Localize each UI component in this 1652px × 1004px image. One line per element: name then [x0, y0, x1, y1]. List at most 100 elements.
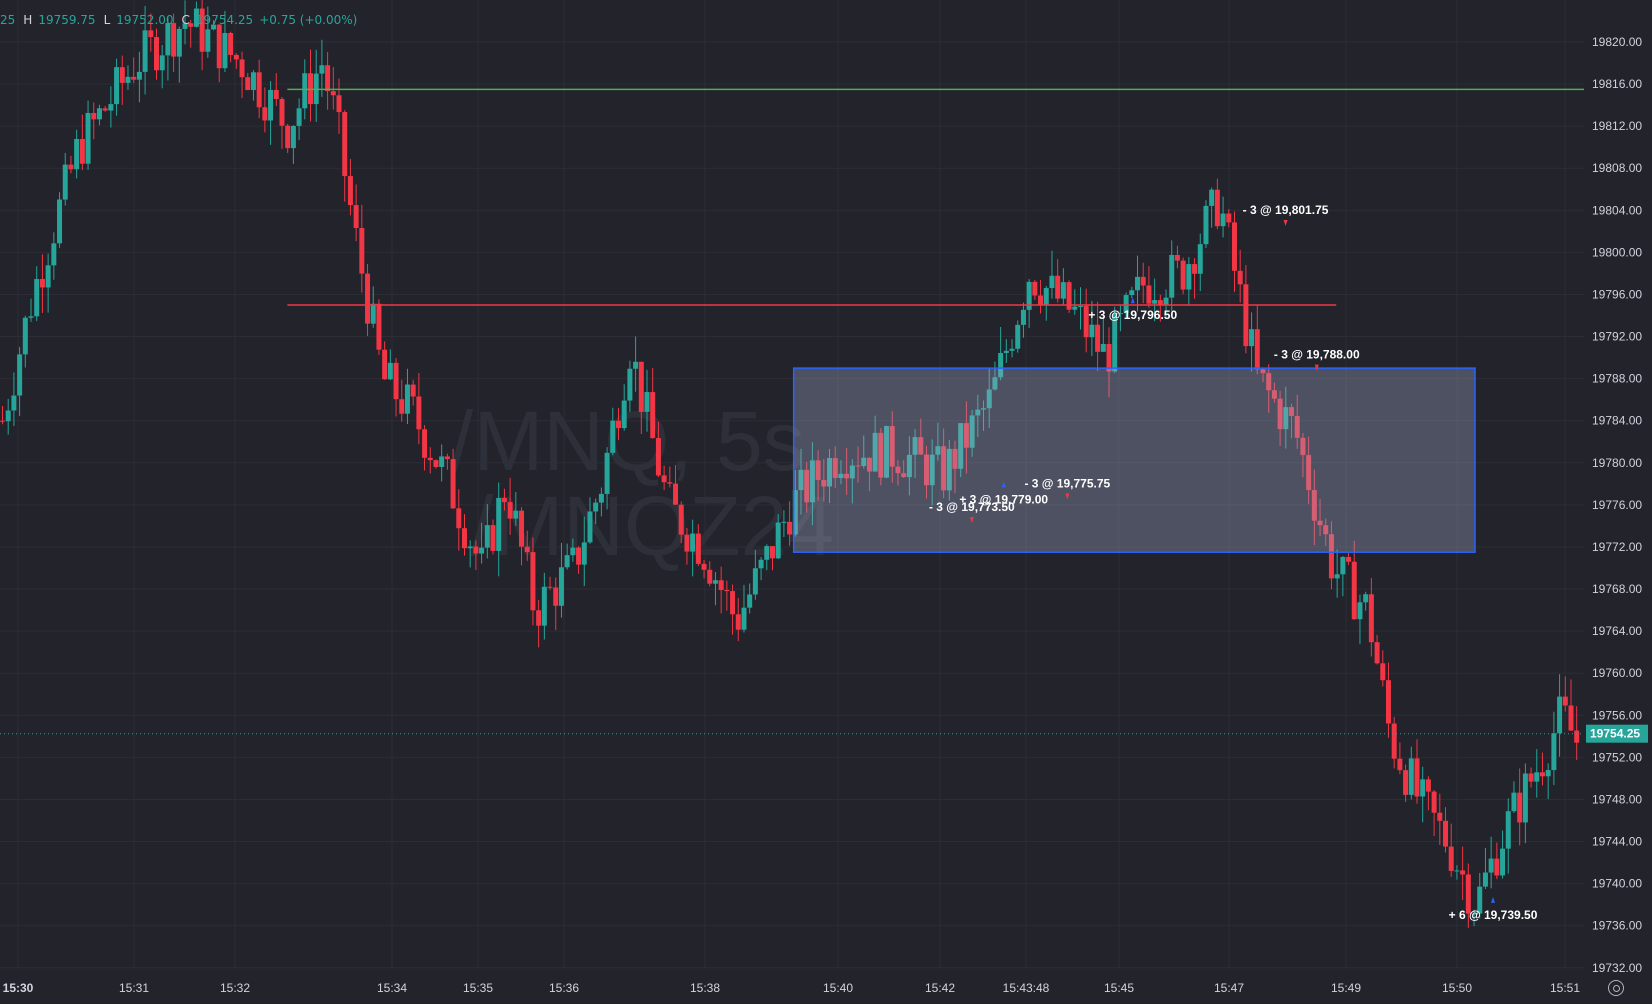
trade-label[interactable]: + 6 @ 19,739.50: [1449, 908, 1538, 922]
candle-body: [975, 409, 981, 416]
range-rectangle[interactable]: [792, 367, 1476, 553]
time-tick-label: 15:40: [823, 981, 853, 995]
trade-label[interactable]: - 3 @ 19,788.00: [1274, 348, 1360, 362]
candle-body: [958, 423, 964, 469]
trade-label[interactable]: + 3 @ 19,779.00: [959, 492, 1048, 506]
candle-body: [1289, 407, 1295, 416]
candle-body: [712, 580, 718, 584]
candle-body: [193, 8, 199, 27]
candle-body: [319, 65, 325, 74]
candle-body: [1060, 282, 1066, 299]
candle-body: [1517, 792, 1523, 823]
candle-body: [165, 23, 171, 56]
candle-body: [1174, 254, 1180, 261]
trade-label[interactable]: + 3 @ 19,796.50: [1088, 308, 1177, 322]
candle-body: [1271, 390, 1277, 399]
candle-body: [1311, 490, 1317, 521]
candle-body: [1243, 284, 1249, 347]
candle-body: [1197, 244, 1203, 274]
candle-body: [68, 164, 74, 170]
candle-body: [615, 420, 621, 429]
candle-body: [484, 525, 490, 548]
candle-body: [1106, 343, 1112, 372]
candle-body: [1226, 213, 1232, 223]
candle-body: [365, 273, 371, 324]
candle-body: [564, 555, 570, 568]
candle-body: [1300, 437, 1306, 456]
candle-body: [1306, 455, 1312, 491]
candle-body: [239, 59, 245, 78]
candle-body: [1100, 343, 1106, 352]
candle-body: [1539, 772, 1545, 777]
candle-body: [684, 534, 690, 552]
candle-body: [51, 243, 57, 266]
candle-body: [1340, 556, 1346, 575]
candle-body: [809, 460, 815, 503]
candle-body: [621, 400, 627, 429]
candle-body: [1209, 189, 1215, 206]
candle-body: [404, 384, 410, 414]
candle-body: [832, 458, 838, 478]
candle-body: [1220, 213, 1226, 227]
price-tick-label: 19796.00: [1592, 287, 1642, 301]
candle-body: [1123, 295, 1129, 314]
gear-icon[interactable]: [1608, 980, 1624, 996]
candle-body: [650, 392, 656, 439]
candle-body: [1157, 300, 1163, 306]
candle-body: [730, 591, 736, 615]
candle-body: [1038, 295, 1044, 305]
candle-body: [1471, 913, 1477, 915]
candle-body: [1460, 870, 1466, 875]
price-tick-label: 19760.00: [1592, 666, 1642, 680]
candle-body: [798, 469, 804, 491]
trade-label[interactable]: - 3 @ 19,775.75: [1024, 477, 1110, 491]
candle-body: [102, 108, 108, 111]
trade-label[interactable]: - 3 @ 19,773.50: [929, 500, 1015, 514]
candle-body: [410, 384, 416, 397]
candle-body: [667, 482, 673, 484]
price-tick-label: 19776.00: [1592, 498, 1642, 512]
candle-body: [342, 112, 348, 177]
candle-body: [62, 164, 68, 200]
candle-body: [1254, 329, 1260, 370]
candle-body: [22, 317, 28, 355]
candle-body: [1015, 324, 1021, 349]
sell-arrow-icon: [1283, 219, 1288, 226]
candle-body: [393, 362, 399, 400]
candle-body: [199, 8, 205, 52]
candle-body: [1397, 758, 1403, 771]
candle-body: [142, 30, 148, 72]
trade-label[interactable]: - 3 @ 19,801.75: [1243, 203, 1329, 217]
candle-body: [1465, 874, 1471, 914]
candle-body: [57, 199, 63, 244]
candle-body: [1534, 772, 1540, 782]
candle-body: [1163, 297, 1169, 306]
candle-body: [148, 30, 154, 38]
candle-body: [1277, 398, 1283, 430]
candle-body: [598, 493, 604, 503]
candle-body: [1568, 705, 1574, 731]
candle-body: [849, 465, 855, 479]
candle-body: [1414, 758, 1420, 797]
candle-body: [570, 547, 576, 556]
candle-body: [1083, 305, 1089, 338]
candle-body: [285, 125, 291, 149]
candle-body: [153, 37, 159, 71]
candle-body: [946, 448, 952, 491]
price-tick-label: 19816.00: [1592, 77, 1642, 91]
candle-body: [558, 567, 564, 606]
candle-body: [34, 279, 40, 317]
candle-body: [114, 67, 120, 105]
candle-body: [855, 465, 861, 467]
legend-close-label: C: [181, 13, 190, 27]
candle-body: [159, 55, 165, 71]
candle-body: [290, 125, 296, 149]
candle-body: [1112, 313, 1118, 372]
candle-body: [1260, 369, 1266, 374]
candle-body: [279, 98, 285, 126]
candle-body: [610, 420, 616, 453]
candle-body: [758, 559, 764, 569]
candle-body: [1283, 407, 1289, 430]
